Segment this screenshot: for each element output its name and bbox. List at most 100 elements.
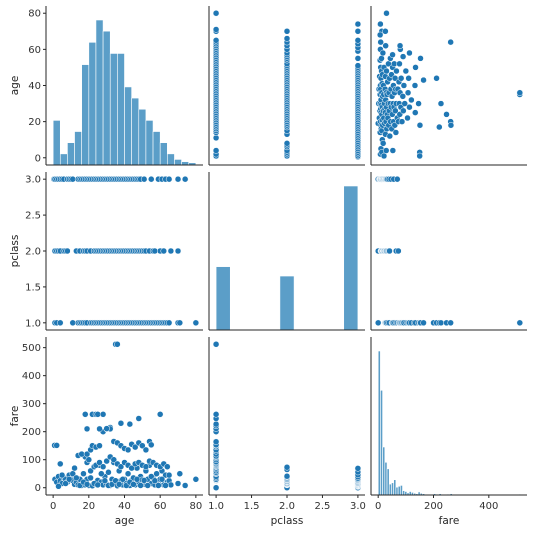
- y-tick-label: 0: [35, 153, 41, 164]
- y-tick-label: 40: [28, 81, 41, 92]
- histogram-bar: [391, 482, 394, 496]
- y-axis-title-fare: fare: [9, 406, 21, 427]
- scatter-point: [85, 456, 93, 463]
- scatter-point: [516, 89, 524, 96]
- y-tick-label: 200: [22, 427, 41, 438]
- scatter-point: [283, 472, 291, 480]
- scatter-point: [380, 152, 388, 160]
- scatter-point: [174, 480, 182, 487]
- scatter-fare-vs-pclass: [374, 175, 524, 327]
- scatter-point: [160, 247, 167, 255]
- histogram-fare: [377, 350, 522, 496]
- scatter-point: [176, 470, 184, 477]
- scatter-point: [212, 134, 220, 142]
- scatter-point: [283, 464, 291, 471]
- scatter-point: [110, 456, 118, 463]
- scatter-point: [119, 476, 126, 483]
- scatter-point: [212, 420, 220, 428]
- scatter-point: [411, 82, 419, 89]
- scatter-point: [379, 140, 387, 147]
- scatter-point: [114, 341, 121, 348]
- scatter-point: [399, 93, 407, 100]
- scatter-point: [80, 470, 87, 477]
- scatter-point: [354, 37, 362, 44]
- scatter-point: [386, 247, 393, 255]
- scatter-point: [140, 477, 148, 484]
- x-tick-label: 80: [189, 501, 202, 512]
- histogram-bar: [52, 120, 61, 166]
- scatter-point: [408, 96, 415, 104]
- histogram-bar: [152, 131, 161, 166]
- histogram-bar: [343, 185, 359, 331]
- y-axis-title-age: age: [9, 76, 21, 96]
- histogram-bar: [400, 485, 403, 496]
- scatter-point: [212, 147, 220, 154]
- scatter-point: [389, 51, 396, 59]
- scatter-point: [379, 49, 387, 57]
- scatter-point: [437, 100, 445, 107]
- y-tick-label: 0: [35, 483, 41, 494]
- x-axis-title-age: age: [115, 515, 135, 527]
- scatter-fare-vs-age: [374, 9, 524, 160]
- scatter-point: [389, 147, 397, 154]
- scatter-point: [124, 470, 132, 477]
- scatter-point: [162, 482, 169, 489]
- histogram-bar: [81, 64, 90, 166]
- scatter-point: [142, 463, 150, 470]
- scatter-point: [115, 481, 123, 488]
- scatter-point: [96, 425, 103, 433]
- histogram-bar: [159, 142, 168, 166]
- x-tick-label: 2.0: [279, 501, 295, 512]
- scatter-point: [156, 411, 164, 418]
- scatter-point: [283, 28, 291, 35]
- scatter-point: [87, 467, 94, 475]
- x-tick-label: 2.5: [315, 501, 331, 512]
- scatter-point: [83, 425, 91, 433]
- histogram-bar: [145, 120, 154, 166]
- scatter-point: [142, 446, 150, 454]
- scatter-point: [83, 481, 91, 488]
- scatter-point: [53, 442, 60, 449]
- histogram-bar: [59, 153, 68, 166]
- scatter-point: [447, 319, 454, 327]
- scatter-point: [399, 53, 407, 60]
- scatter-point: [94, 481, 101, 489]
- x-tick-label: 40: [118, 501, 131, 512]
- scatter-point: [412, 109, 419, 116]
- scatter-point: [64, 247, 71, 255]
- scatter-point: [383, 9, 390, 17]
- scatter-point: [382, 28, 389, 35]
- scatter-point: [443, 111, 450, 118]
- scatter-point: [165, 175, 173, 183]
- x-tick-label: 1.0: [208, 501, 224, 512]
- scatter-point: [382, 147, 390, 154]
- scatter-point: [126, 420, 134, 428]
- scatter-point: [144, 482, 151, 489]
- scatter-point: [153, 470, 160, 477]
- scatter-point: [65, 476, 73, 483]
- scatter-point: [401, 100, 408, 107]
- histogram-bar: [380, 389, 383, 496]
- y-tick-label: 3.0: [25, 175, 41, 186]
- scatter-point: [212, 37, 220, 44]
- scatter-point: [128, 464, 135, 472]
- scatter-point: [103, 425, 110, 432]
- x-tick-label: 60: [154, 501, 167, 512]
- scatter-point: [137, 482, 144, 489]
- scatter-point: [73, 474, 80, 482]
- histogram-bar: [215, 266, 231, 331]
- histogram-bar: [124, 86, 132, 166]
- scatter-point: [377, 38, 384, 46]
- x-tick-label: 20: [82, 501, 95, 512]
- scatter-point: [174, 175, 182, 183]
- scatter-point: [398, 118, 406, 125]
- scatter-point: [62, 480, 69, 487]
- scatter-point: [167, 247, 175, 255]
- x-axis-title-pclass: pclass: [271, 515, 304, 527]
- scatter-point: [447, 122, 455, 129]
- scatter-point: [354, 20, 362, 28]
- y-axis-title-pclass: pclass: [9, 235, 21, 268]
- histogram-bar: [377, 350, 381, 496]
- scatter-point: [416, 152, 423, 160]
